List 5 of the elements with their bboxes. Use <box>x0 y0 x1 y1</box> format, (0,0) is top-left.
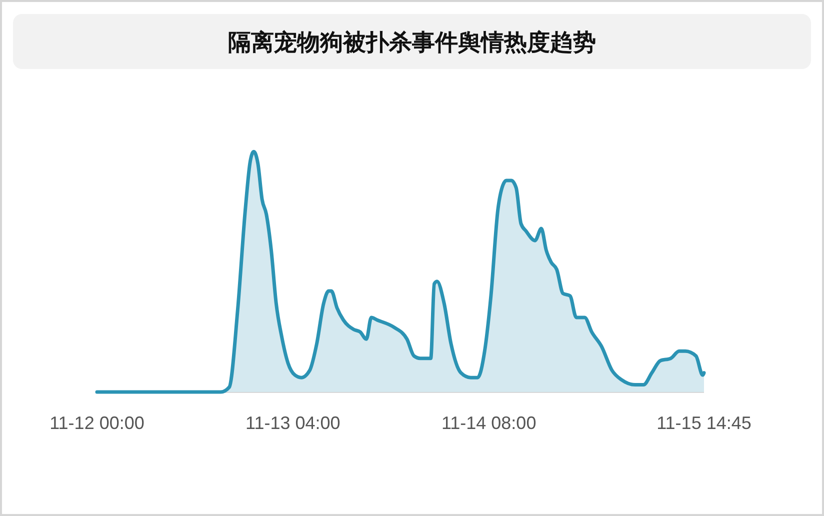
x-tick-label: 11-12 00:00 <box>50 413 144 433</box>
chart-title: 隔离宠物狗被扑杀事件舆情热度趋势 <box>228 29 596 56</box>
x-tick-label: 11-13 04:00 <box>246 413 340 433</box>
x-tick-label: 11-15 14:45 <box>656 413 752 433</box>
x-tick-label: 11-14 08:00 <box>441 413 536 433</box>
